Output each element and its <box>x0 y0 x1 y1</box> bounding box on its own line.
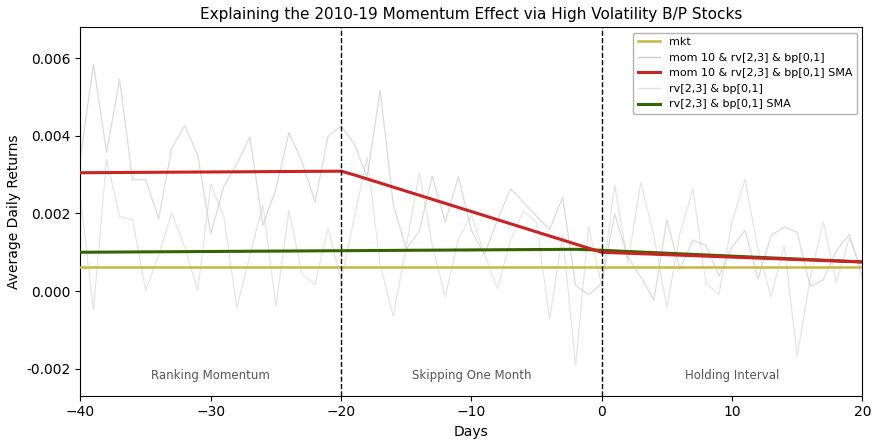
X-axis label: Days: Days <box>453 425 488 439</box>
Text: Ranking Momentum: Ranking Momentum <box>151 369 270 382</box>
Text: Holding Interval: Holding Interval <box>684 369 778 382</box>
Legend: mkt, mom 10 & rv[2,3] & bp[0,1], mom 10 & rv[2,3] & bp[0,1] SMA, rv[2,3] & bp[0,: mkt, mom 10 & rv[2,3] & bp[0,1], mom 10 … <box>632 33 856 114</box>
Y-axis label: Average Daily Returns: Average Daily Returns <box>7 134 21 289</box>
Title: Explaining the 2010-19 Momentum Effect via High Volatility B/P Stocks: Explaining the 2010-19 Momentum Effect v… <box>200 7 742 22</box>
Text: Skipping One Month: Skipping One Month <box>411 369 531 382</box>
